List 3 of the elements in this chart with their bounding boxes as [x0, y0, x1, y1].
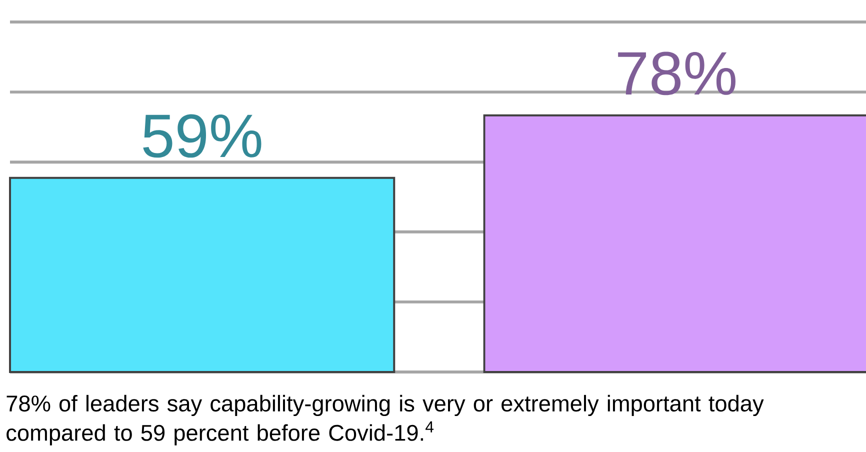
data-label: 59% — [143, 114, 262, 158]
data-label: 78% — [618, 52, 736, 96]
text: 78% of leaders say capability-growing is very or extremely important today compared to 59 percent before Covid-19.$^{4}$ — [6, 394, 764, 446]
